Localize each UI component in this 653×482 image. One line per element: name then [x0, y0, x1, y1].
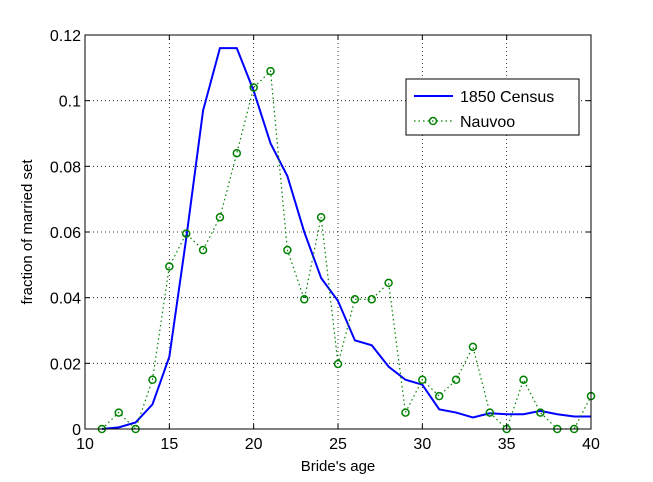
- data-point-nauvoo: [232, 148, 242, 158]
- legend: 1850 Census Nauvoo: [405, 78, 580, 136]
- data-point-nauvoo: [266, 66, 275, 76]
- data-point-nauvoo: [165, 262, 174, 271]
- data-point-nauvoo: [485, 408, 495, 417]
- data-point-nauvoo: [300, 295, 309, 304]
- x-axis-label: Bride's age: [301, 458, 376, 475]
- data-point-nauvoo: [333, 359, 343, 369]
- data-point-nauvoo: [418, 375, 427, 384]
- data-point-nauvoo: [367, 295, 376, 304]
- data-point-nauvoo: [468, 342, 478, 352]
- axis-ticks: 10 15 20 25 30 35 40 0 0.02 0.04 0.06 0.08 0.1 0.12: [50, 28, 600, 453]
- series-line-nauvoo: [101, 69, 592, 431]
- data-point-nauvoo: [536, 408, 545, 417]
- y-tick-label: 0.04: [50, 291, 81, 308]
- data-point-nauvoo: [401, 408, 410, 417]
- legend-label-1850-census: 1850 Census: [460, 89, 554, 106]
- y-tick-label: 0.12: [50, 28, 81, 45]
- data-point-nauvoo: [451, 375, 461, 384]
- grid: [85, 35, 591, 429]
- y-axis-label: fraction of married set: [19, 159, 36, 305]
- data-point-nauvoo: [283, 245, 292, 255]
- data-point-nauvoo: [519, 375, 528, 384]
- x-tick-label: 10: [76, 436, 94, 453]
- legend-box: [405, 78, 580, 136]
- x-tick-label: 35: [498, 436, 516, 453]
- legend-label-nauvoo: Nauvoo: [460, 114, 515, 131]
- data-point-nauvoo: [316, 212, 326, 222]
- y-tick-label: 0.08: [50, 159, 81, 176]
- x-tick-label: 20: [245, 436, 263, 453]
- data-point-nauvoo: [198, 245, 208, 255]
- data-point-nauvoo: [148, 375, 157, 384]
- x-tick-label: 15: [160, 436, 178, 453]
- x-tick-label: 40: [582, 436, 600, 453]
- y-tick-label: 0.06: [50, 225, 81, 242]
- y-tick-label: 0.02: [50, 356, 81, 373]
- data-point-nauvoo: [249, 83, 258, 92]
- legend-marker-nauvoo: [428, 116, 438, 126]
- data-point-nauvoo: [215, 212, 225, 222]
- series-line-1850-census: [101, 47, 591, 430]
- data-point-nauvoo: [114, 408, 123, 417]
- data-point-nauvoo: [384, 278, 393, 288]
- x-tick-label: 25: [329, 436, 347, 453]
- x-tick-label: 30: [413, 436, 431, 453]
- data-point-nauvoo: [181, 229, 191, 238]
- data-point-nauvoo: [434, 391, 444, 401]
- data-point-nauvoo: [350, 295, 360, 304]
- y-tick-label: 0: [72, 422, 81, 439]
- y-tick-label: 0.1: [59, 94, 81, 111]
